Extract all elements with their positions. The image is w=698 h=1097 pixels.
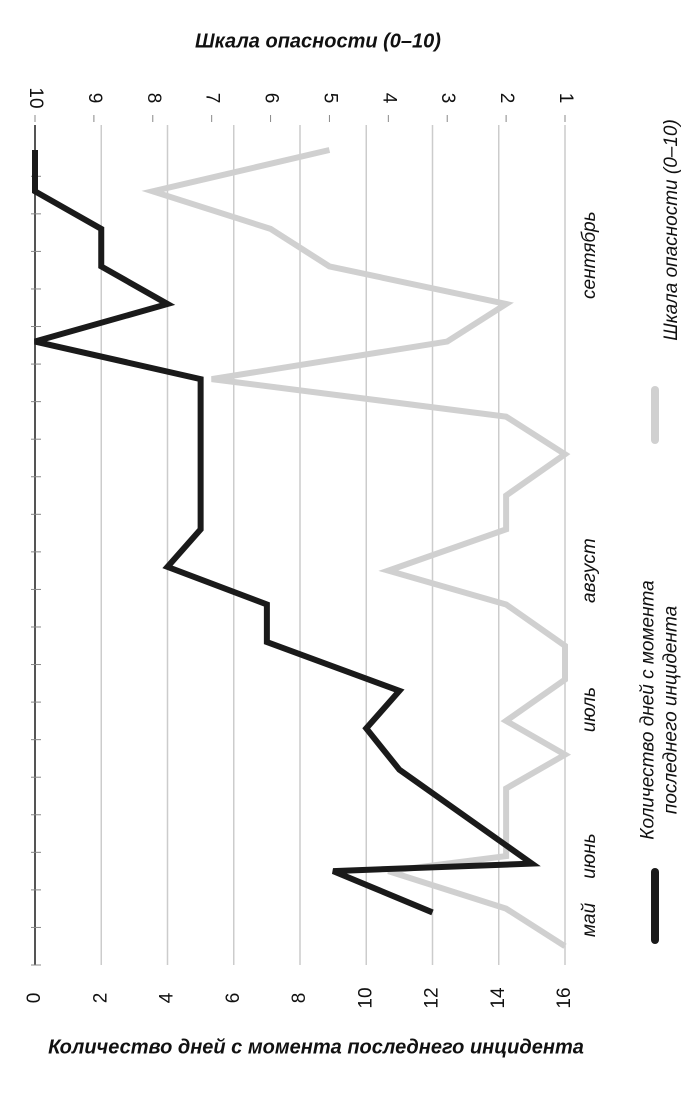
y2-tick-label: 3	[437, 93, 458, 104]
x-tick-label: май	[579, 902, 600, 937]
y-tick-label: 14	[488, 987, 509, 1009]
x-tick-label: август	[579, 538, 600, 603]
legend-label-line: Количество дней с момента	[638, 580, 659, 839]
y2-tick-label: 6	[261, 93, 282, 104]
y-tick-label: 0	[24, 993, 45, 1004]
legend-label: Шкала опасности (0–10)	[661, 119, 682, 341]
y2-tick-label: 9	[84, 93, 105, 104]
series-line	[141, 147, 572, 949]
y-tick-label: 2	[90, 993, 111, 1004]
x-tick-label: июнь	[579, 833, 600, 878]
y-tick-label: 16	[554, 987, 575, 1008]
y-tick-label: 8	[289, 993, 310, 1004]
y2-tick-label: 1	[555, 93, 576, 104]
y-tick-label: 12	[422, 987, 443, 1008]
y-tick-label: 4	[157, 992, 178, 1003]
legend-label: Количество дней с моментапоследнего инци…	[638, 580, 682, 839]
x-tick-label: июль	[579, 687, 600, 732]
y-tick-label: 10	[355, 987, 376, 1008]
y2-tick-label: 2	[496, 93, 517, 104]
y-tick-label: 6	[223, 993, 244, 1004]
chart-title: Шкала опасности (0–10)	[195, 30, 441, 52]
y2-tick-label: 5	[319, 93, 340, 104]
series-line	[32, 150, 541, 916]
y2-tick-label: 7	[202, 93, 223, 104]
y2-tick-label: 4	[378, 93, 399, 104]
y2-tick-label: 8	[143, 93, 164, 104]
legend-label-line: последнего инцидента	[660, 606, 681, 814]
axis-title: Количество дней с момента последнего инц…	[48, 1036, 584, 1058]
y2-tick-label: 10	[25, 87, 46, 108]
x-tick-label: сентябрь	[579, 211, 600, 299]
